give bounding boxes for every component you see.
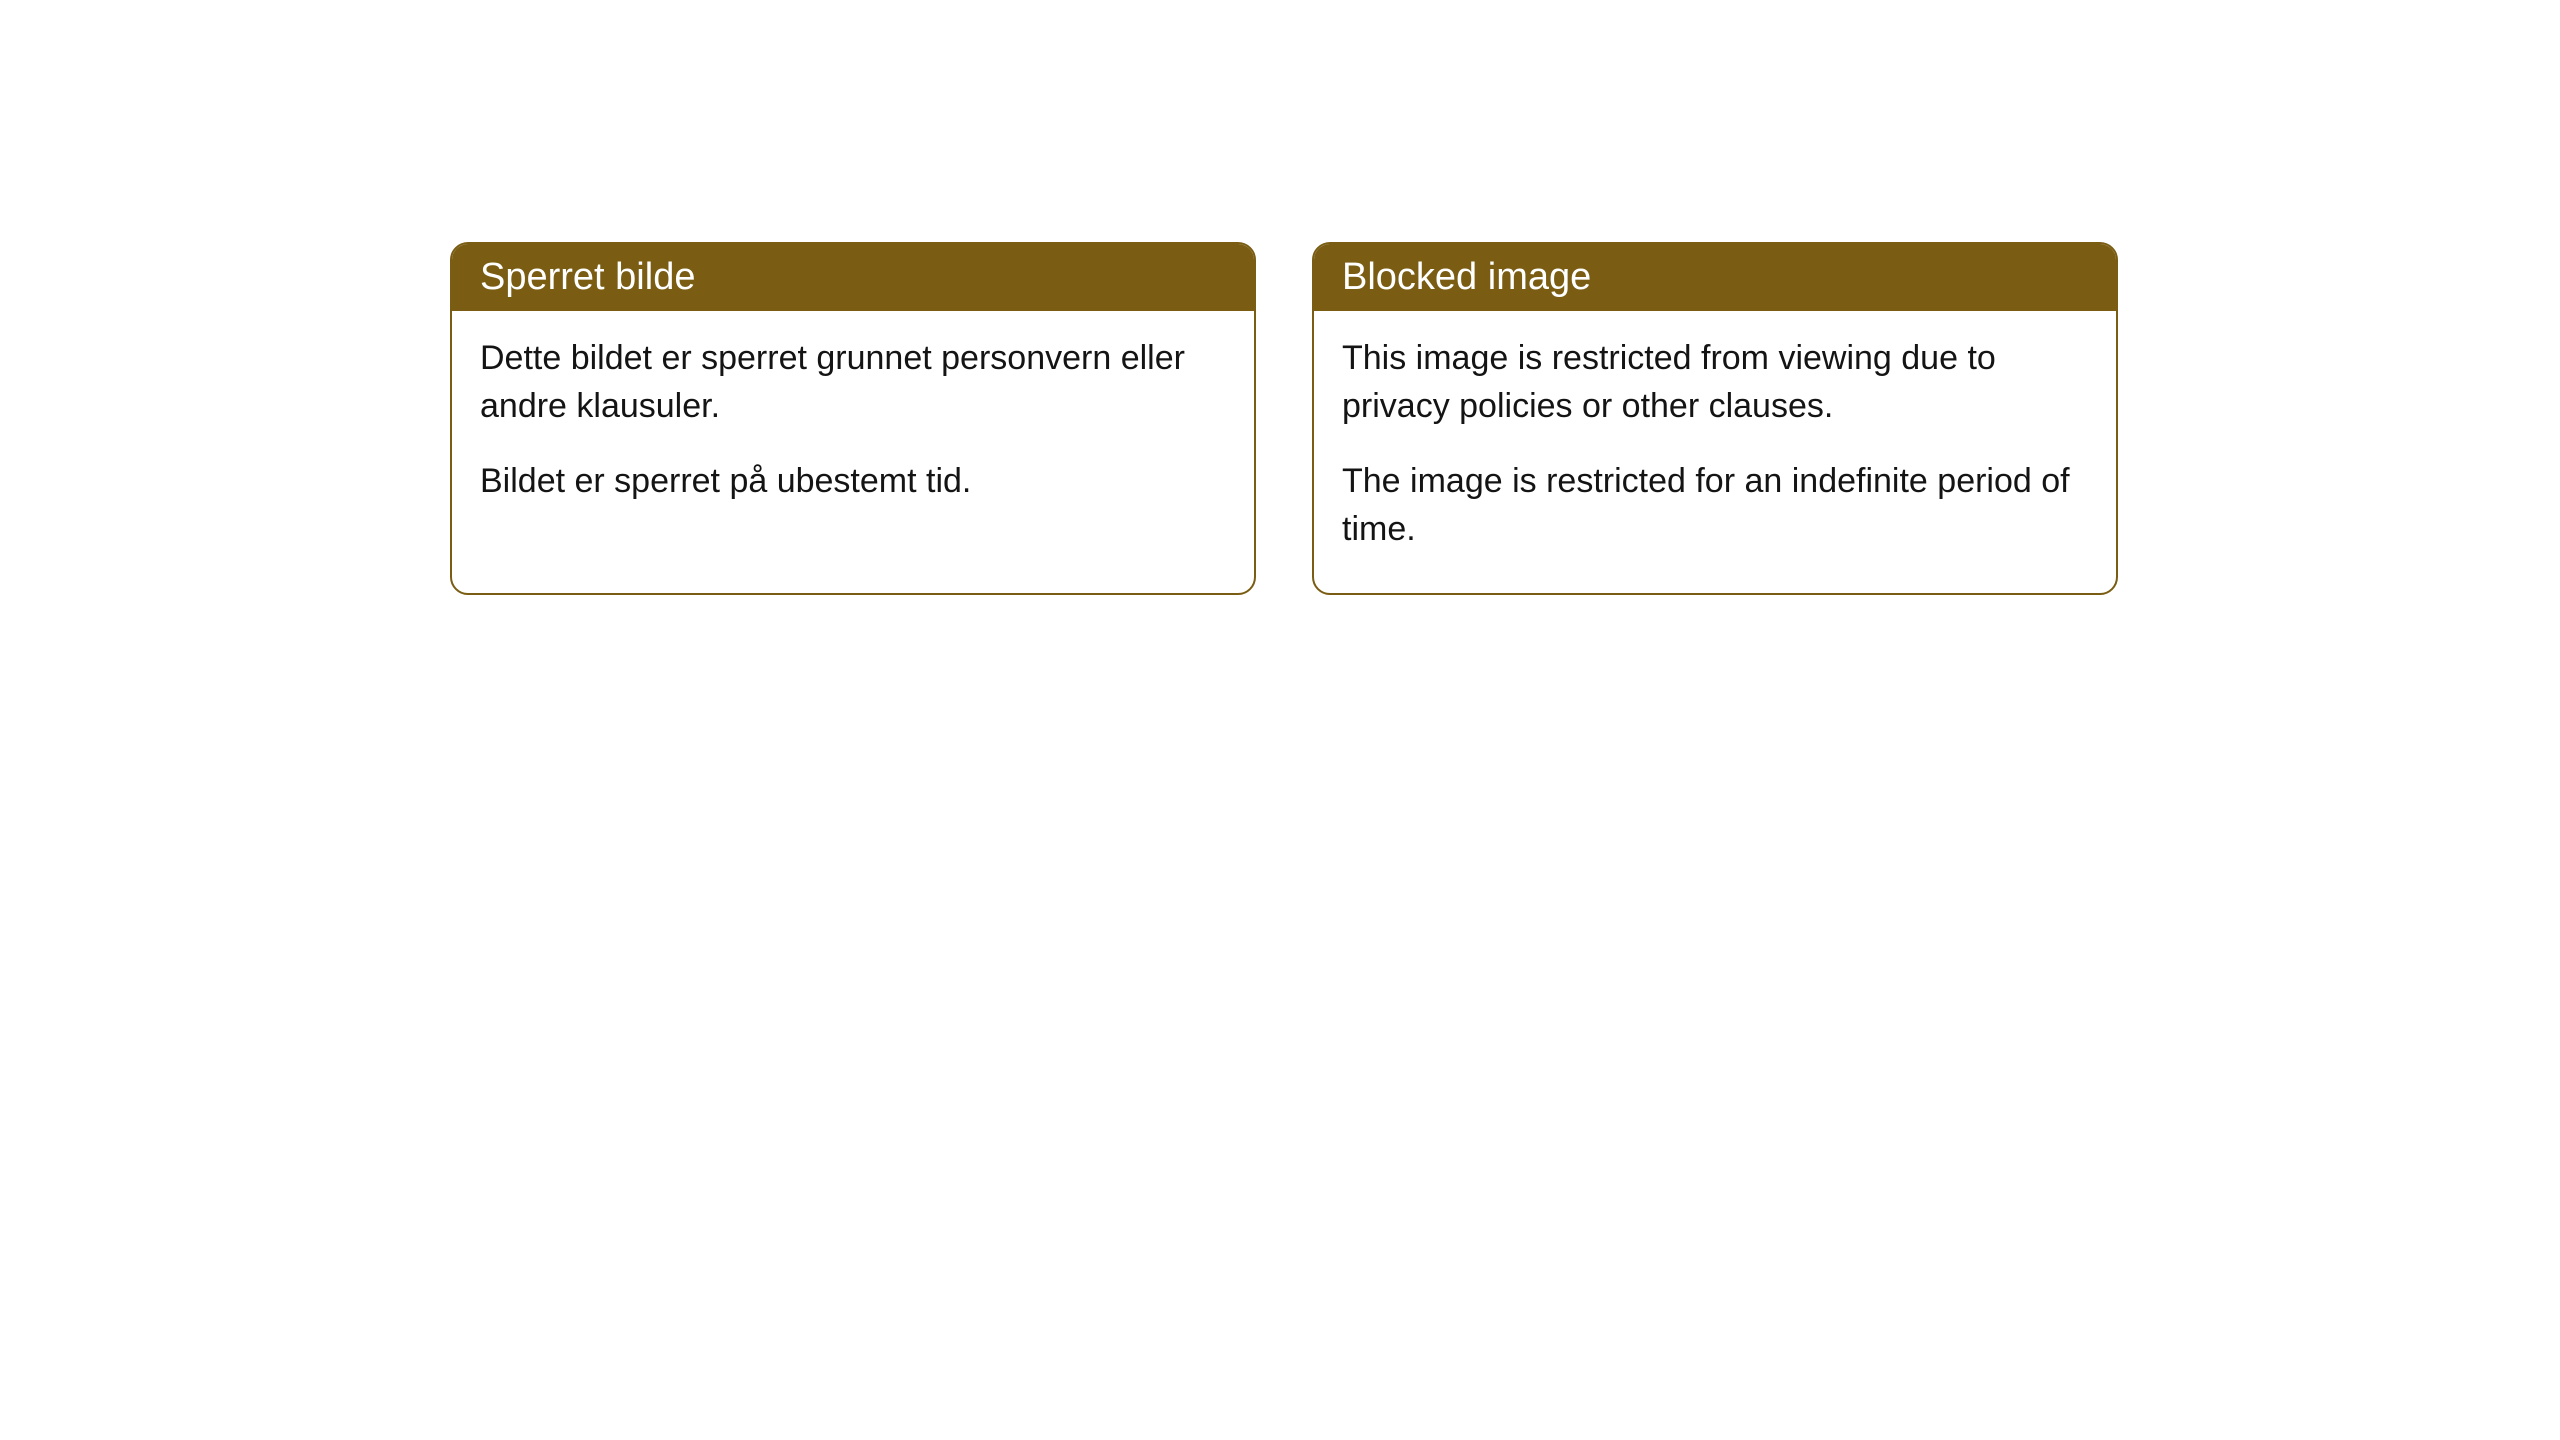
card-text-1-norwegian: Dette bildet er sperret grunnet personve… <box>480 335 1226 430</box>
notice-cards-container: Sperret bilde Dette bildet er sperret gr… <box>450 242 2118 595</box>
card-text-2-norwegian: Bildet er sperret på ubestemt tid. <box>480 458 1226 506</box>
card-title-english: Blocked image <box>1342 256 1591 298</box>
card-header-norwegian: Sperret bilde <box>452 244 1254 311</box>
card-body-english: This image is restricted from viewing du… <box>1314 311 2116 593</box>
card-title-norwegian: Sperret bilde <box>480 256 695 298</box>
card-body-norwegian: Dette bildet er sperret grunnet personve… <box>452 311 1254 546</box>
blocked-image-card-norwegian: Sperret bilde Dette bildet er sperret gr… <box>450 242 1256 595</box>
card-text-2-english: The image is restricted for an indefinit… <box>1342 458 2088 553</box>
card-text-1-english: This image is restricted from viewing du… <box>1342 335 2088 430</box>
blocked-image-card-english: Blocked image This image is restricted f… <box>1312 242 2118 595</box>
card-header-english: Blocked image <box>1314 244 2116 311</box>
